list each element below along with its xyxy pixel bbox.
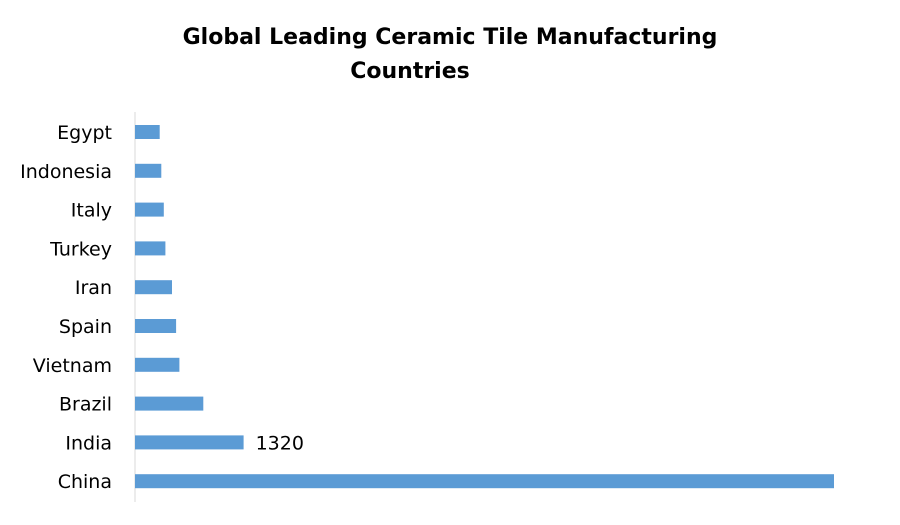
bar-egypt (135, 125, 160, 139)
category-label-iran: Iran (75, 277, 112, 299)
bar-turkey (135, 241, 166, 256)
category-label-brazil: Brazil (59, 394, 112, 416)
data-labels-group: 1320 (256, 432, 304, 454)
bar-india (135, 435, 244, 450)
data-label-india: 1320 (256, 432, 304, 454)
bar-iran (135, 280, 172, 295)
category-label-india: India (65, 432, 112, 454)
category-label-turkey: Turkey (49, 238, 112, 260)
bar-indonesia (135, 163, 162, 178)
category-label-china: China (58, 471, 112, 493)
bar-brazil (135, 396, 204, 411)
category-label-egypt: Egypt (57, 122, 112, 144)
chart-title-line-1: Global Leading Ceramic Tile Manufacturin… (183, 25, 718, 50)
category-label-spain: Spain (59, 316, 112, 338)
category-label-italy: Italy (71, 200, 112, 222)
chart-title-line-2: Countries (350, 59, 470, 84)
bar-vietnam (135, 357, 180, 372)
category-label-vietnam: Vietnam (33, 355, 112, 377)
bars-group (135, 125, 834, 489)
category-labels-group: Egypt Indonesia Italy Turkey Iran Spain Vietna… (20, 122, 112, 493)
bar-spain (135, 319, 177, 333)
bar-china (135, 474, 834, 489)
category-label-indonesia: Indonesia (20, 161, 112, 183)
bar-italy (135, 202, 164, 217)
